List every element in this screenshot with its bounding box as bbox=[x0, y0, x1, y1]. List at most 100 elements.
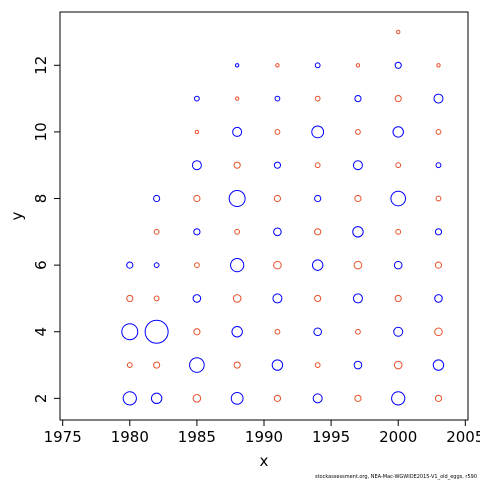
point bbox=[192, 294, 202, 303]
x-tick-label: 1985 bbox=[178, 428, 216, 446]
point bbox=[396, 29, 401, 35]
point bbox=[274, 95, 281, 102]
point bbox=[126, 294, 134, 303]
point bbox=[354, 194, 362, 203]
point bbox=[121, 323, 139, 341]
point bbox=[273, 194, 282, 203]
point bbox=[395, 162, 402, 169]
point bbox=[274, 129, 281, 135]
point bbox=[435, 162, 442, 169]
point bbox=[434, 394, 443, 402]
point bbox=[193, 262, 200, 269]
point bbox=[153, 194, 161, 203]
point bbox=[436, 63, 441, 68]
point bbox=[153, 228, 160, 235]
point bbox=[273, 260, 282, 270]
y-tick-label: 6 bbox=[32, 260, 50, 270]
point bbox=[393, 326, 404, 337]
point bbox=[314, 362, 321, 368]
point bbox=[122, 391, 137, 406]
point bbox=[232, 294, 242, 303]
point bbox=[314, 162, 321, 169]
point bbox=[352, 226, 364, 238]
y-tick-label: 10 bbox=[32, 122, 50, 141]
footnote: stockassessment.org, NEA-Mac-WGWIDE2015-… bbox=[315, 474, 477, 480]
y-axis-label: y bbox=[8, 211, 26, 220]
point bbox=[233, 161, 241, 169]
point bbox=[435, 129, 442, 135]
point bbox=[191, 160, 202, 171]
point bbox=[394, 294, 402, 303]
y-tick-label: 8 bbox=[32, 194, 50, 204]
point bbox=[271, 359, 284, 371]
point bbox=[394, 94, 402, 103]
point bbox=[392, 126, 404, 138]
y-tick-label: 2 bbox=[32, 394, 50, 404]
point bbox=[189, 357, 205, 373]
point bbox=[354, 94, 362, 103]
point bbox=[353, 260, 363, 270]
point bbox=[274, 328, 281, 335]
y-tick-label: 4 bbox=[32, 327, 50, 337]
point bbox=[153, 262, 160, 269]
point bbox=[353, 360, 363, 370]
point bbox=[232, 126, 243, 137]
point bbox=[433, 93, 444, 104]
point bbox=[390, 190, 407, 207]
x-tick-label: 1975 bbox=[44, 428, 82, 446]
point bbox=[352, 160, 363, 171]
point bbox=[273, 394, 282, 402]
point bbox=[144, 319, 169, 344]
x-tick-label: 1990 bbox=[245, 428, 283, 446]
point bbox=[314, 194, 322, 203]
point bbox=[275, 63, 280, 68]
point bbox=[273, 227, 282, 237]
point bbox=[395, 228, 402, 235]
point bbox=[126, 261, 134, 269]
point bbox=[434, 327, 443, 337]
plot-frame bbox=[59, 11, 469, 421]
point bbox=[153, 295, 160, 302]
point bbox=[432, 359, 445, 371]
point bbox=[194, 129, 200, 135]
x-tick-label: 1980 bbox=[111, 428, 149, 446]
point bbox=[311, 259, 324, 271]
x-axis-label: x bbox=[260, 452, 269, 470]
point bbox=[192, 394, 202, 403]
point bbox=[355, 328, 361, 335]
point bbox=[234, 96, 240, 101]
point bbox=[394, 61, 402, 69]
point bbox=[393, 260, 403, 270]
point bbox=[230, 391, 244, 405]
point bbox=[393, 360, 403, 370]
point bbox=[234, 63, 240, 68]
point bbox=[193, 95, 200, 102]
point bbox=[230, 258, 245, 273]
point bbox=[193, 328, 201, 336]
point bbox=[193, 194, 201, 203]
point bbox=[434, 228, 443, 236]
point bbox=[150, 392, 163, 405]
point bbox=[354, 394, 362, 402]
point bbox=[193, 228, 201, 236]
point bbox=[314, 95, 321, 102]
point bbox=[231, 326, 243, 338]
point bbox=[273, 161, 282, 169]
point bbox=[228, 190, 246, 208]
point bbox=[391, 391, 406, 406]
point bbox=[153, 361, 161, 369]
point bbox=[126, 362, 133, 368]
point bbox=[314, 228, 322, 236]
point bbox=[352, 293, 363, 304]
x-tick-label: 2005 bbox=[446, 428, 480, 446]
point bbox=[272, 293, 283, 304]
point bbox=[312, 393, 323, 404]
point bbox=[355, 129, 361, 135]
point bbox=[434, 294, 443, 303]
point bbox=[314, 294, 322, 303]
point bbox=[313, 327, 322, 337]
point bbox=[355, 63, 361, 68]
point bbox=[311, 125, 325, 139]
y-tick-label: 12 bbox=[32, 56, 50, 75]
